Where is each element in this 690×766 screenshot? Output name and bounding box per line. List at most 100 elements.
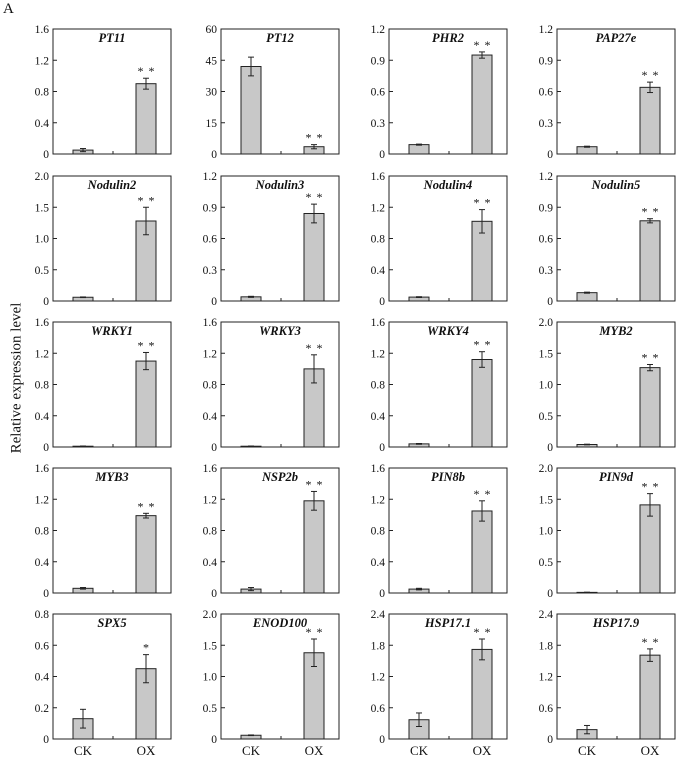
y-tick-label: 1.6 <box>35 317 50 329</box>
y-tick-label: 1.6 <box>371 463 386 475</box>
bar-ox <box>471 54 493 155</box>
significance-mark: * <box>317 477 323 491</box>
bar-ck <box>408 144 430 155</box>
significance-mark: * <box>653 205 659 219</box>
significance-mark: * <box>653 68 659 82</box>
y-tick-label: 1.5 <box>539 494 554 506</box>
chart-panel-enod100: 0 0.5 1.0 1.5 2.0 ENOD100 CK * * OX <box>203 609 340 758</box>
y-tick-label: 2.0 <box>539 317 554 329</box>
y-tick-label: 0 <box>43 734 49 746</box>
significance-mark: * <box>149 64 155 78</box>
y-tick-label: 0 <box>547 296 553 308</box>
y-tick-label: 0 <box>43 588 49 600</box>
y-tick-label: 0 <box>211 734 217 746</box>
panel-title: PAP27e <box>596 31 637 45</box>
y-tick-label: 1.5 <box>539 348 554 360</box>
panel-title: Nodulin5 <box>591 178 641 192</box>
significance-mark: * <box>485 338 491 352</box>
y-tick-label: 0.3 <box>203 265 218 277</box>
significance-mark: * <box>653 351 659 365</box>
y-tick-label: 0 <box>547 588 553 600</box>
chart-panel-hsp17-9: 0 0.6 1.2 1.8 2.4 HSP17.9 CK * * OX <box>539 609 676 758</box>
y-tick-label: 0.8 <box>371 380 386 392</box>
bar-ox <box>471 359 493 448</box>
y-tick-label: 0 <box>43 442 49 454</box>
significance-mark: * <box>306 341 312 355</box>
y-tick-label: 0 <box>547 149 553 161</box>
chart-panel-phr2: 0 0.3 0.6 0.9 1.2 PHR2 * * <box>371 24 508 161</box>
y-tick-label: 0.4 <box>203 557 218 569</box>
x-tick-label-ox: OX <box>305 743 324 758</box>
chart-panel-wrky1: 0 0.4 0.8 1.2 1.6 WRKY1 * * <box>35 317 172 454</box>
y-tick-label: 60 <box>206 24 218 36</box>
panel-title: PIN8b <box>431 470 465 484</box>
x-tick-label-ck: CK <box>410 743 429 758</box>
y-tick-label: 0.6 <box>539 87 554 99</box>
y-tick-label: 1.2 <box>371 202 386 214</box>
y-tick-label: 0.6 <box>539 234 554 246</box>
y-tick-label: 0.4 <box>35 672 50 684</box>
chart-panel-pt11: 0 0.4 0.8 1.2 1.6 PT11 * * <box>35 24 172 161</box>
significance-mark: * <box>149 338 155 352</box>
y-tick-label: 0 <box>43 296 49 308</box>
y-tick-label: 0.3 <box>539 265 554 277</box>
significance-mark: * <box>474 38 480 52</box>
bar-ox <box>135 83 157 155</box>
y-tick-label: 1.6 <box>203 463 218 475</box>
chart-panel-spx5: 0 0.2 0.4 0.6 0.8 SPX5 CK * OX <box>35 609 172 758</box>
panel-title: WRKY4 <box>427 324 469 338</box>
chart-panel-pt12: 0 15 30 45 60 PT12 * * <box>206 24 340 161</box>
panel-title: HSP17.9 <box>592 616 640 630</box>
y-tick-label: 0.5 <box>203 703 218 715</box>
panel-title: Nodulin3 <box>255 178 305 192</box>
y-tick-label: 0.6 <box>371 87 386 99</box>
x-tick-label-ck: CK <box>242 743 261 758</box>
y-tick-label: 2.4 <box>371 609 386 621</box>
y-tick-label: 0.8 <box>203 526 218 538</box>
y-tick-label: 2.0 <box>35 171 50 183</box>
x-tick-label-ck: CK <box>578 743 597 758</box>
y-tick-label: 0 <box>211 588 217 600</box>
y-tick-label: 0 <box>547 442 553 454</box>
chart-panel-pin8b: 0 0.4 0.8 1.2 1.6 PIN8b * * <box>371 463 508 600</box>
significance-mark: * <box>642 205 648 219</box>
x-tick-label-ck: CK <box>74 743 93 758</box>
y-tick-label: 1.6 <box>35 463 50 475</box>
bar-ox <box>303 213 325 302</box>
significance-mark: * <box>653 480 659 494</box>
x-tick-label-ox: OX <box>137 743 156 758</box>
y-tick-label: 1.2 <box>203 494 218 506</box>
significance-mark: * <box>138 499 144 513</box>
significance-mark: * <box>143 641 149 655</box>
significance-mark: * <box>306 190 312 204</box>
y-tick-label: 1.0 <box>539 526 554 538</box>
panel-title: SPX5 <box>97 616 126 630</box>
significance-mark: * <box>138 338 144 352</box>
y-tick-label: 0.8 <box>35 526 50 538</box>
y-tick-label: 1.6 <box>203 317 218 329</box>
bar-ox <box>471 510 493 594</box>
y-tick-label: 0.4 <box>371 265 386 277</box>
significance-mark: * <box>485 38 491 52</box>
chart-panel-nsp2b: 0 0.4 0.8 1.2 1.6 NSP2b * * <box>203 463 340 600</box>
bar-ox <box>639 654 661 740</box>
significance-mark: * <box>306 477 312 491</box>
y-tick-label: 0 <box>379 149 385 161</box>
panel-title: NSP2b <box>261 470 298 484</box>
panel-letter: A <box>3 1 14 17</box>
y-tick-label: 0.8 <box>35 609 50 621</box>
y-tick-label: 0.6 <box>35 640 50 652</box>
y-tick-label: 0.4 <box>371 411 386 423</box>
significance-mark: * <box>306 131 312 145</box>
y-tick-label: 1.0 <box>539 380 554 392</box>
chart-panel-pin9d: 0 0.5 1.0 1.5 2.0 PIN9d * * <box>539 463 676 600</box>
y-tick-label: 1.2 <box>371 494 386 506</box>
y-tick-label: 1.8 <box>371 640 386 652</box>
y-tick-label: 0 <box>547 734 553 746</box>
y-tick-label: 1.2 <box>539 24 554 36</box>
y-tick-label: 1.2 <box>35 55 50 67</box>
